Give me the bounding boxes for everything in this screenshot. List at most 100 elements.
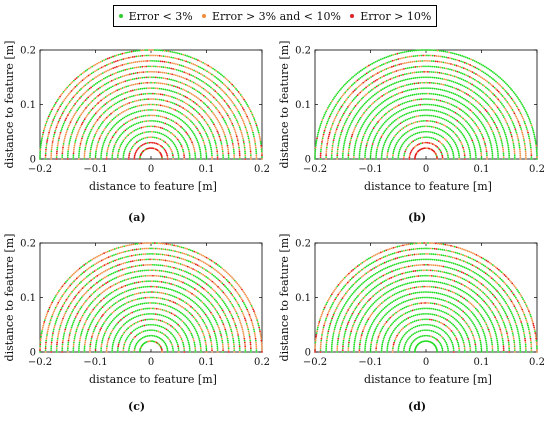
data-point — [55, 114, 57, 116]
data-point — [145, 98, 147, 100]
data-point — [61, 156, 63, 158]
data-point — [84, 154, 86, 156]
data-point — [406, 51, 408, 53]
data-point — [121, 70, 123, 72]
data-point — [128, 120, 130, 122]
data-point — [399, 69, 401, 71]
data-point — [504, 98, 506, 100]
data-point — [216, 311, 218, 313]
data-point — [142, 60, 144, 62]
data-point — [160, 71, 162, 73]
data-point — [467, 63, 469, 65]
data-point — [496, 115, 498, 117]
data-point — [245, 102, 247, 104]
data-point — [103, 143, 105, 145]
data-point — [115, 60, 117, 62]
data-point — [122, 156, 124, 158]
data-point — [480, 113, 482, 115]
data-point — [381, 154, 383, 156]
data-point — [457, 127, 459, 129]
data-point — [209, 93, 211, 95]
data-point — [339, 90, 341, 92]
data-point — [232, 93, 234, 95]
data-point — [414, 83, 416, 85]
data-point — [107, 58, 109, 60]
data-point — [88, 305, 90, 307]
data-point — [476, 67, 478, 69]
data-point — [167, 277, 169, 279]
data-point — [172, 79, 174, 81]
data-point — [403, 156, 405, 158]
data-point — [227, 127, 229, 129]
data-point — [121, 93, 123, 95]
data-point — [72, 351, 74, 353]
data-point — [95, 158, 97, 160]
data-point — [403, 108, 405, 110]
data-point — [386, 138, 388, 140]
data-point — [129, 152, 131, 154]
data-point — [325, 126, 327, 128]
data-point — [488, 96, 490, 98]
data-point — [374, 116, 376, 118]
data-point — [144, 60, 146, 62]
data-point — [480, 154, 482, 156]
data-point — [456, 120, 458, 122]
data-point — [90, 119, 92, 121]
data-point — [429, 126, 431, 128]
data-point — [217, 347, 219, 349]
data-point — [57, 123, 59, 125]
data-point — [247, 135, 249, 137]
data-point — [159, 121, 161, 123]
data-point — [224, 77, 226, 79]
data-point — [255, 147, 257, 149]
data-point — [172, 307, 174, 309]
data-point — [79, 128, 81, 130]
data-point — [343, 125, 345, 127]
data-point — [154, 60, 156, 62]
data-point — [197, 297, 199, 299]
data-point — [320, 123, 322, 125]
data-point — [116, 78, 118, 80]
data-point — [423, 82, 425, 84]
data-point — [441, 83, 443, 85]
data-point — [134, 78, 136, 80]
data-point — [160, 286, 162, 288]
data-point — [172, 158, 174, 160]
data-point — [351, 110, 353, 112]
data-point — [416, 127, 418, 129]
data-point — [469, 109, 471, 111]
data-point — [196, 321, 198, 323]
data-point — [250, 154, 252, 156]
data-point — [185, 60, 187, 62]
data-point — [400, 52, 402, 54]
data-point — [74, 145, 76, 147]
data-point — [439, 83, 441, 85]
data-point — [149, 313, 151, 315]
data-point — [56, 149, 58, 151]
data-point — [468, 149, 470, 151]
data-point — [408, 95, 410, 97]
data-point — [117, 345, 119, 347]
data-point — [363, 122, 365, 124]
data-point — [115, 295, 117, 297]
data-point — [97, 141, 99, 143]
data-point — [351, 136, 353, 138]
data-point — [215, 320, 217, 322]
data-point — [436, 110, 438, 112]
data-point — [164, 111, 166, 113]
data-point — [486, 88, 488, 90]
data-point — [442, 130, 444, 132]
data-point — [525, 110, 527, 112]
data-point — [157, 292, 159, 294]
data-point — [237, 141, 239, 143]
data-point — [173, 74, 175, 76]
data-point — [426, 55, 428, 57]
data-point — [81, 104, 83, 106]
data-point — [102, 66, 104, 68]
data-point — [157, 110, 159, 112]
data-point — [382, 70, 384, 72]
data-point — [412, 117, 414, 119]
data-point — [152, 49, 154, 51]
data-point — [393, 107, 395, 109]
data-point — [165, 129, 167, 131]
